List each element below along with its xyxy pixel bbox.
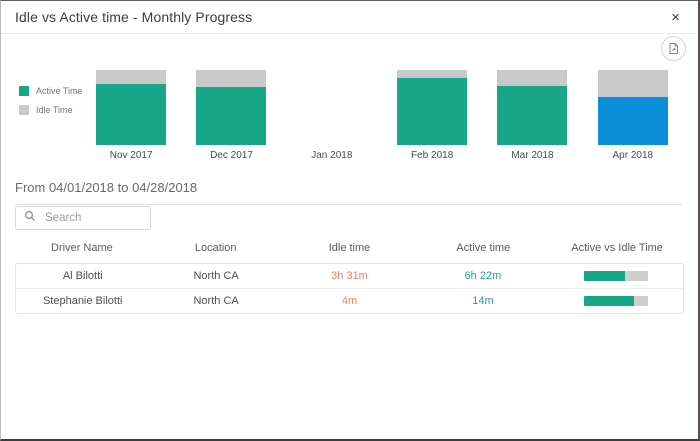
location-cell: North CA xyxy=(193,270,239,282)
bar-idle-segment xyxy=(397,70,468,79)
column-header-idle-time: Idle time xyxy=(328,242,371,254)
table-row[interactable]: Stephanie Bilotti North CA 4m 14m xyxy=(16,288,683,313)
month-label: Jan 2018 xyxy=(311,150,353,161)
legend-label: Active Time xyxy=(36,86,83,96)
active-time-cell: 14m xyxy=(472,295,494,307)
drivers-table: Al Bilotti North CA 3h 31m 6h 22m Stepha… xyxy=(15,263,684,314)
table-row[interactable]: Al Bilotti North CA 3h 31m 6h 22m xyxy=(16,264,683,288)
search-box[interactable] xyxy=(15,206,151,230)
location-cell: North CA xyxy=(193,295,239,307)
chart-bar-slot[interactable]: Dec 2017 xyxy=(181,70,281,165)
month-label: Dec 2017 xyxy=(210,150,253,161)
export-icon xyxy=(667,42,680,55)
stacked-bar xyxy=(96,70,167,145)
column-header-active-vs-idle: Active vs Idle Time xyxy=(571,242,663,254)
chart-bar-slot[interactable]: Mar 2018 xyxy=(482,70,582,165)
chart-legend: Active Time Idle Time xyxy=(19,86,83,124)
column-header-active-time: Active time xyxy=(456,242,511,254)
stacked-bar xyxy=(196,70,267,145)
search-input[interactable] xyxy=(43,211,142,225)
bar-idle-segment xyxy=(196,70,267,87)
bar-active-segment xyxy=(597,97,668,145)
active-idle-meter xyxy=(584,296,649,306)
chart-bar-slot[interactable]: Jan 2018 xyxy=(282,70,382,165)
stacked-bar xyxy=(397,70,468,145)
chart-bar-slot[interactable]: Nov 2017 xyxy=(81,70,181,165)
month-label: Feb 2018 xyxy=(411,150,454,161)
bar-active-segment xyxy=(96,83,167,145)
bar-active-segment xyxy=(196,86,267,145)
column-header-location: Location xyxy=(194,242,237,254)
monthly-progress-chart: Nov 2017 Dec 2017 Jan 2018 Feb 2018 xyxy=(81,70,683,165)
active-idle-meter xyxy=(584,271,649,281)
idle-time-swatch xyxy=(19,105,29,115)
dialog-titlebar: Idle vs Active time - Monthly Progress × xyxy=(1,1,698,34)
search-icon xyxy=(24,209,43,227)
export-report-button[interactable] xyxy=(661,36,686,61)
column-header-driver-name: Driver Name xyxy=(51,242,113,254)
month-label: Nov 2017 xyxy=(109,150,153,161)
active-time-swatch xyxy=(19,86,29,96)
chart-bar-slot[interactable]: Feb 2018 xyxy=(382,70,482,165)
legend-item-idle-time: Idle Time xyxy=(19,105,83,115)
driver-name-cell: Al Bilotti xyxy=(62,270,103,282)
active-time-cell: 6h 22m xyxy=(464,270,502,282)
driver-name-cell: Stephanie Bilotti xyxy=(42,295,123,307)
chart-bar-slot[interactable]: Apr 2018 xyxy=(583,70,683,165)
active-idle-meter-fill xyxy=(584,271,626,281)
close-icon[interactable]: × xyxy=(667,8,684,27)
month-label: Apr 2018 xyxy=(612,150,654,161)
active-vs-idle-cell xyxy=(550,296,683,306)
active-idle-meter-fill xyxy=(584,296,635,306)
idle-time-cell: 4m xyxy=(341,295,358,307)
dialog-title: Idle vs Active time - Monthly Progress xyxy=(15,9,253,25)
bar-active-segment xyxy=(497,85,568,145)
legend-item-active-time: Active Time xyxy=(19,86,83,96)
stacked-bar xyxy=(597,70,668,145)
bar-idle-segment xyxy=(497,70,568,86)
active-vs-idle-cell xyxy=(550,271,683,281)
table-header-row: Driver Name Location Idle time Active ti… xyxy=(15,242,684,254)
bar-active-segment xyxy=(397,78,468,145)
month-label: Mar 2018 xyxy=(511,150,554,161)
date-range-heading: From 04/01/2018 to 04/28/2018 xyxy=(15,180,682,205)
stacked-bar xyxy=(497,70,568,145)
bar-idle-segment xyxy=(96,70,167,84)
idle-time-cell: 3h 31m xyxy=(331,270,368,282)
bar-idle-segment xyxy=(597,70,668,97)
legend-label: Idle Time xyxy=(36,105,73,115)
